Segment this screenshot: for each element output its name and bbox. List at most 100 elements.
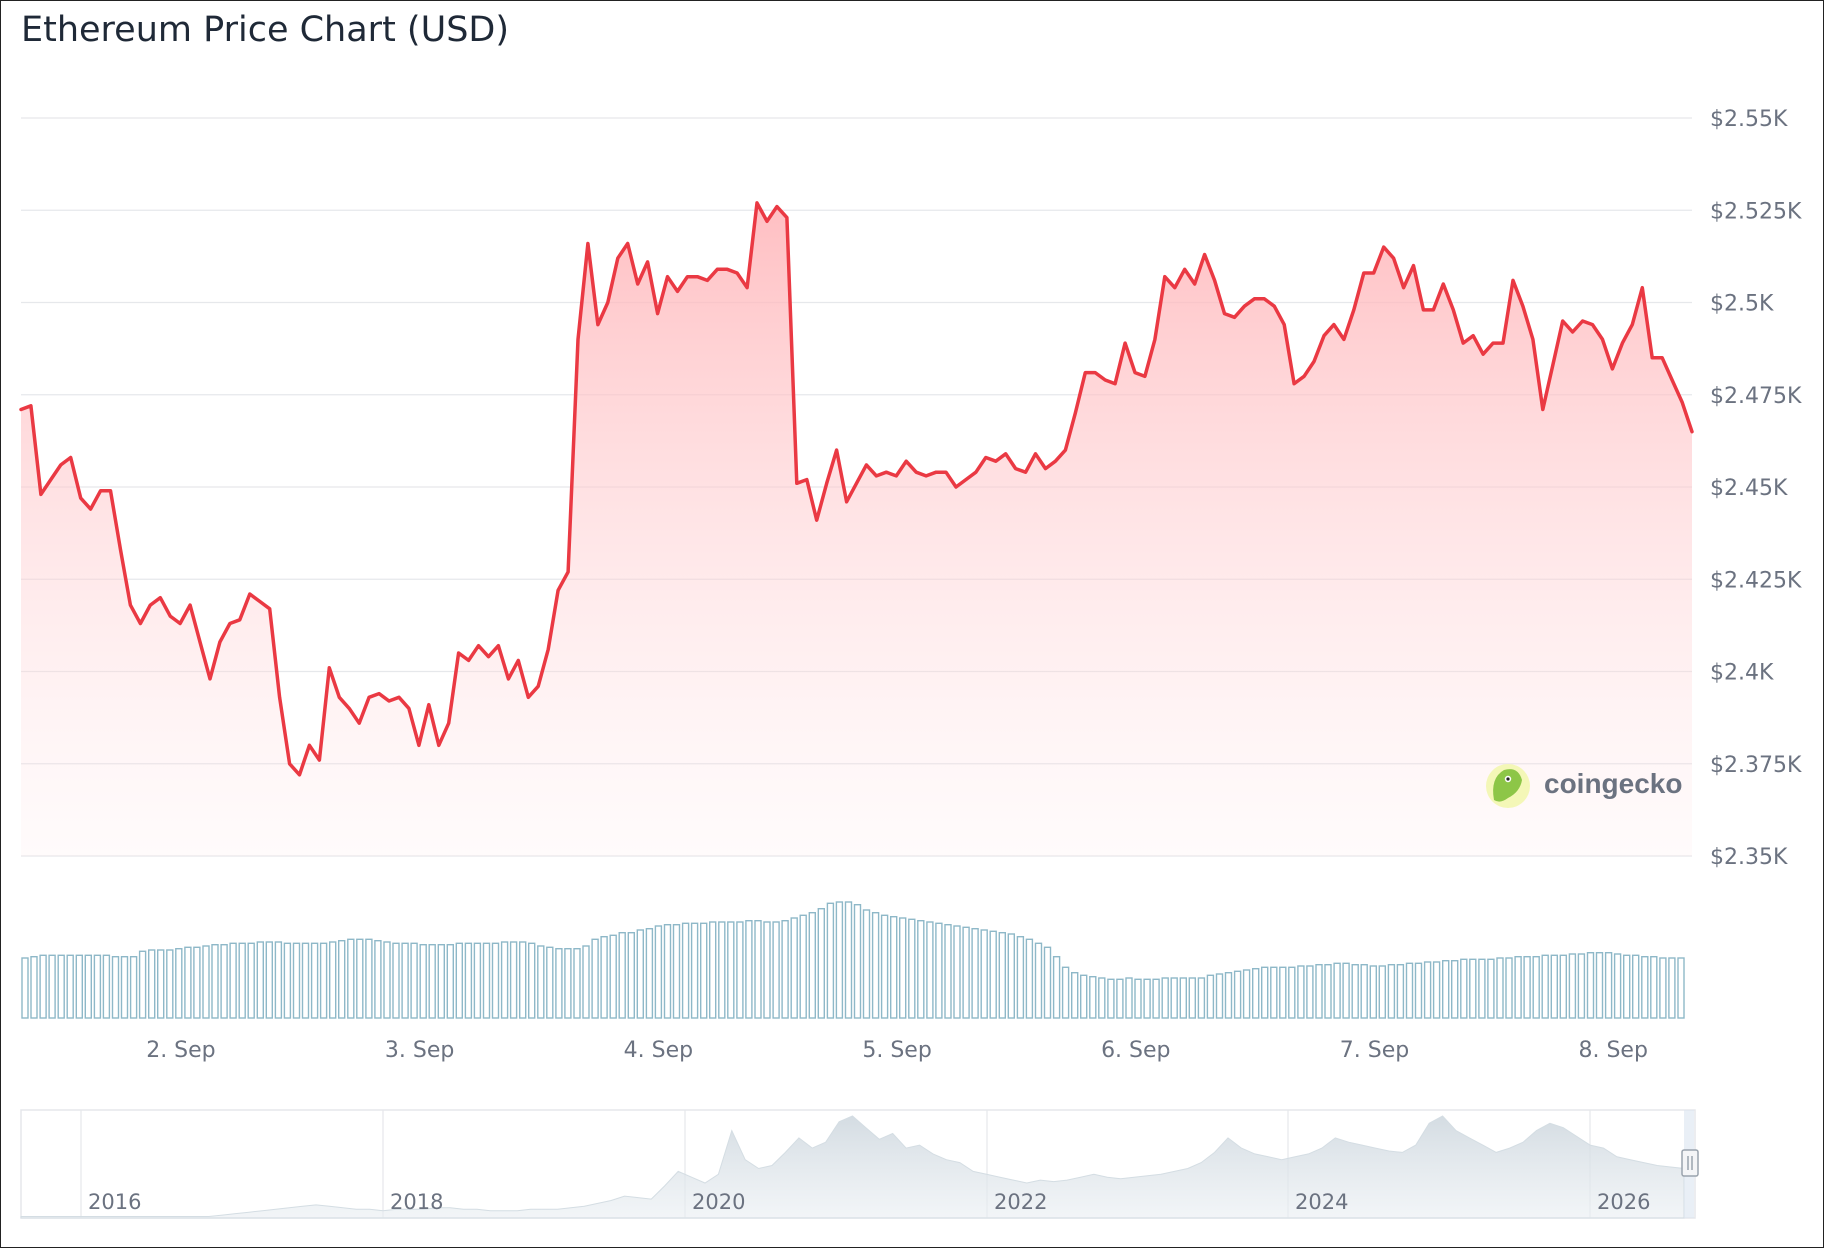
volume-bar (1134, 978, 1142, 1019)
volume-bar (1188, 977, 1197, 1019)
volume-bar (645, 928, 654, 1019)
volume-bar (301, 942, 310, 1019)
volume-bar (1116, 978, 1124, 1019)
volume-bar (546, 946, 554, 1019)
volume-bar (1143, 978, 1151, 1019)
volume-bar (175, 948, 183, 1019)
volume-bar (609, 934, 617, 1019)
volume-bar (1079, 974, 1088, 1019)
volume-bar (1224, 972, 1233, 1019)
volume-bar (826, 902, 835, 1019)
volume-bar (528, 942, 536, 1019)
volume-bar (310, 942, 319, 1019)
volume-bar (890, 916, 898, 1019)
volume-bar (1306, 965, 1314, 1019)
volume-bar (1622, 954, 1631, 1019)
volume-bar (980, 929, 988, 1019)
volume-bar (1333, 962, 1341, 1019)
volume-bar (935, 922, 943, 1019)
volume-bar (736, 921, 744, 1019)
volume-bar (48, 954, 56, 1019)
volume-bar (600, 936, 608, 1019)
volume-bar (1577, 953, 1586, 1019)
navigator-handle[interactable] (1681, 1149, 1699, 1177)
y-tick-label: $2.475K (1710, 384, 1802, 409)
y-tick-label: $2.55K (1710, 107, 1788, 132)
volume-bar (1197, 977, 1206, 1019)
volume-bar (1559, 954, 1568, 1019)
volume-bar (899, 917, 907, 1019)
volume-bar (1034, 942, 1043, 1019)
volume-bar (1478, 958, 1486, 1019)
volume-bar (1007, 933, 1015, 1019)
volume-bar (39, 954, 47, 1019)
volume-bar (93, 954, 102, 1019)
coingecko-watermark: coingecko (1486, 764, 1682, 808)
price-line[interactable] (19, 201, 1694, 777)
volume-bar (166, 949, 174, 1019)
watermark-text: coingecko (1544, 768, 1682, 799)
volume-bar (709, 921, 717, 1019)
volume-bar (908, 918, 916, 1019)
volume-bar (1125, 977, 1133, 1019)
volume-bar (75, 954, 84, 1019)
volume-bar (283, 942, 292, 1019)
gecko-pupil-icon (1506, 777, 1510, 781)
volume-bar (763, 921, 771, 1019)
volume-bar (84, 954, 93, 1019)
navigator-year-label: 2026 (1597, 1190, 1650, 1214)
volume-bar (1487, 958, 1495, 1019)
y-tick-label: $2.4K (1710, 661, 1774, 686)
navigator-year-label: 2020 (692, 1190, 745, 1214)
volume-bar (663, 924, 672, 1019)
volume-bar (672, 924, 681, 1019)
volume-bar (618, 932, 626, 1019)
volume-bar (202, 945, 210, 1019)
volume-bar (573, 948, 581, 1019)
volume-bar (1641, 956, 1649, 1019)
volume-bar (1043, 946, 1052, 1019)
volume-bar (464, 942, 473, 1019)
range-navigator[interactable]: 2016 2018 2020 2022 2024 2026 (20, 1109, 1699, 1219)
volume-bar (1423, 961, 1432, 1019)
volume-bar (1414, 962, 1423, 1019)
volume-bar (853, 904, 862, 1019)
volume-bar (1260, 966, 1269, 1019)
volume-bar (491, 942, 500, 1019)
navigator-area (20, 1115, 1685, 1219)
volume-bar (1668, 957, 1676, 1019)
volume-bar (156, 949, 165, 1019)
volume-bar (329, 941, 337, 1019)
volume-bar (627, 932, 635, 1019)
volume-bar (1405, 962, 1414, 1019)
volume-bar (1441, 960, 1450, 1019)
volume-bar (555, 948, 563, 1019)
volume-bar (654, 925, 663, 1019)
volume-bar (374, 940, 382, 1019)
volume-bar (781, 920, 789, 1019)
volume-bar (537, 945, 545, 1019)
volume-bar (591, 938, 599, 1019)
y-axis-labels: $2.35K $2.375K $2.4K $2.425K $2.45K $2.475K $2… (1710, 107, 1802, 870)
volume-bar (1496, 957, 1504, 1019)
volume-bar (1215, 973, 1224, 1019)
volume-bar (962, 926, 970, 1019)
volume-bar (1360, 964, 1368, 1019)
volume-bar (1586, 952, 1595, 1019)
volume-bar (347, 938, 355, 1019)
volume-bar (754, 920, 762, 1019)
volume-bar (111, 956, 120, 1019)
x-tick-label: 8. Sep (1578, 1038, 1647, 1063)
volume-bar (799, 914, 807, 1019)
volume-bar (1460, 958, 1468, 1019)
volume-bar (1315, 964, 1323, 1019)
volume-bar (1369, 965, 1378, 1019)
volume-bar (1378, 965, 1387, 1019)
y-tick-label: $2.5K (1710, 292, 1774, 317)
volume-bar (772, 921, 780, 1019)
volume-bar (1396, 964, 1405, 1019)
volume-bar (338, 940, 346, 1019)
x-axis-labels: 2. Sep 3. Sep 4. Sep 5. Sep 6. Sep 7. Sep 8. S… (146, 1038, 1648, 1063)
volume-bar (211, 944, 219, 1019)
x-tick-label: 2. Sep (146, 1038, 215, 1063)
